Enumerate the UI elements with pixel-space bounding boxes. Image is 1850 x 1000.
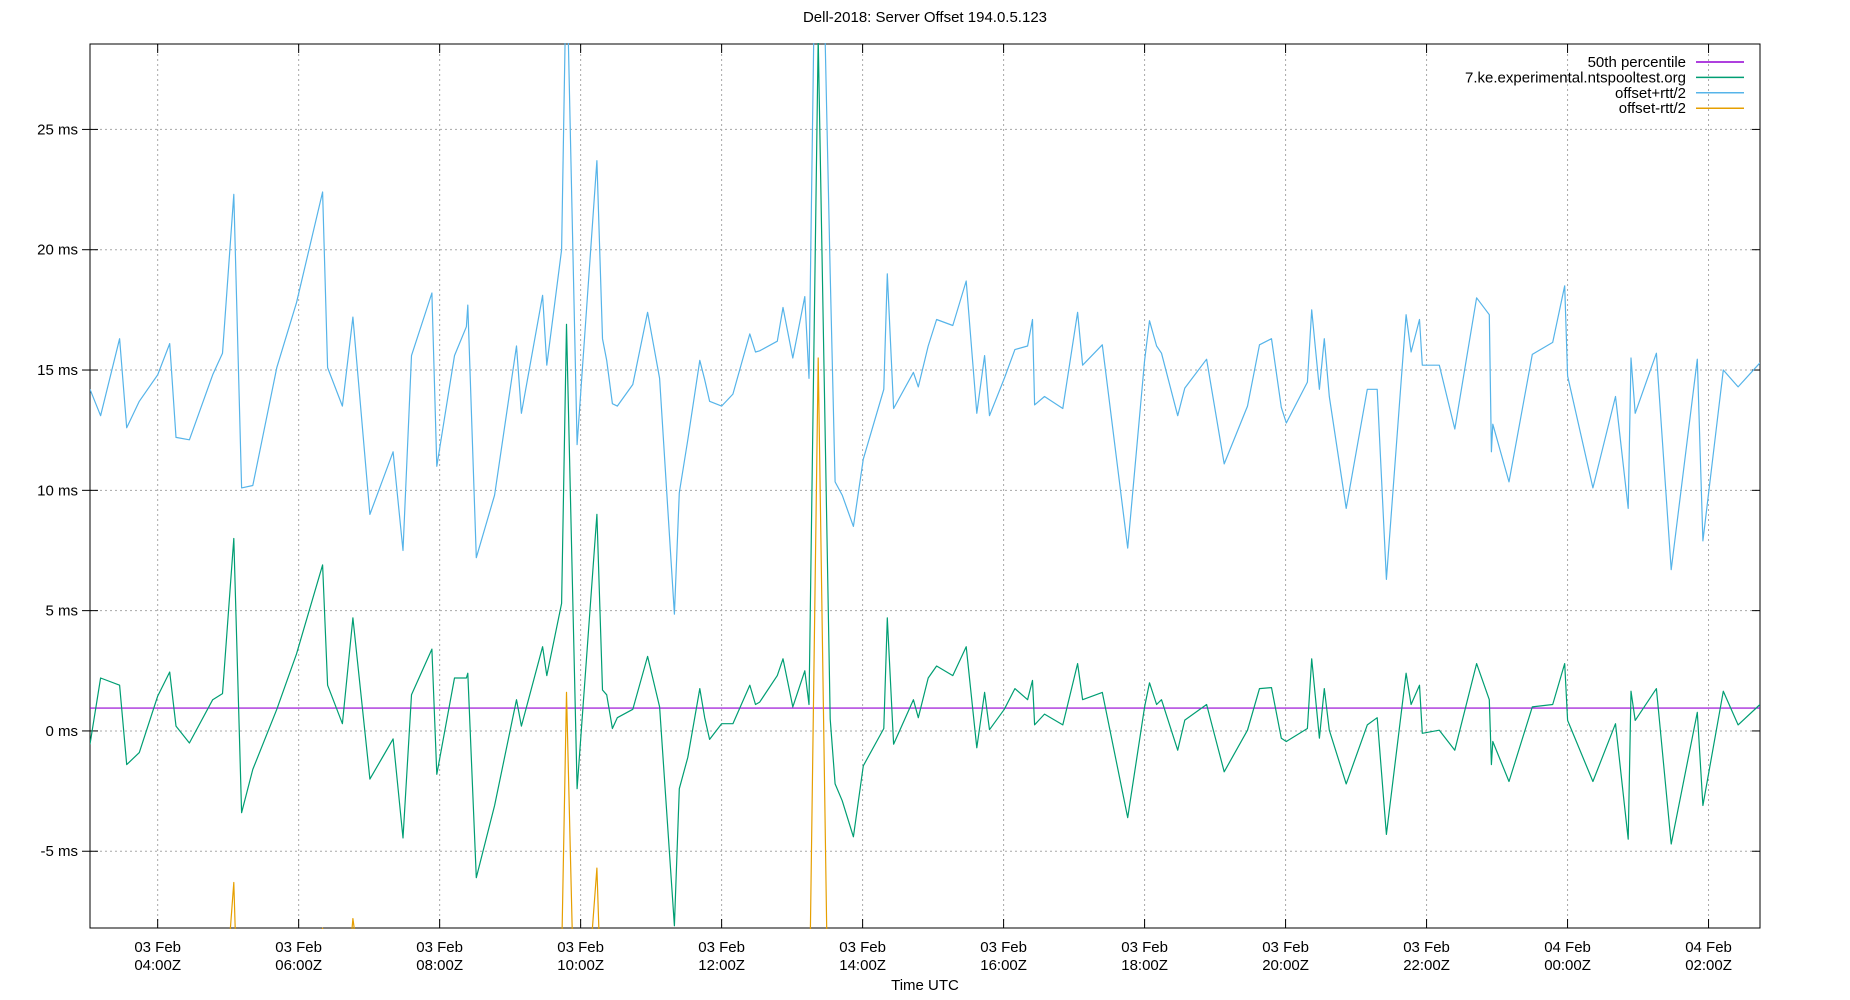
y-tick-label: 25 ms bbox=[37, 121, 78, 138]
x-tick-label-time: 08:00Z bbox=[416, 957, 463, 974]
x-tick-label-date: 03 Feb bbox=[1403, 939, 1450, 956]
series-line-1 bbox=[90, 43, 1760, 927]
x-tick-label-time: 10:00Z bbox=[557, 957, 604, 974]
x-tick-label-time: 16:00Z bbox=[980, 957, 1027, 974]
x-tick-label-date: 03 Feb bbox=[698, 939, 745, 956]
legend-item: 7.ke.experimental.ntspooltest.org bbox=[1465, 69, 1744, 86]
y-tick-label: 20 ms bbox=[37, 242, 78, 259]
x-tick-label-time: 06:00Z bbox=[275, 957, 322, 974]
x-tick-label-date: 03 Feb bbox=[416, 939, 463, 956]
y-tick-label: 15 ms bbox=[37, 362, 78, 379]
y-tick-label: 5 ms bbox=[45, 603, 78, 620]
x-tick-label-time: 00:00Z bbox=[1544, 957, 1591, 974]
x-tick-label-date: 03 Feb bbox=[1121, 939, 1168, 956]
legend-item: offset+rtt/2 bbox=[1615, 85, 1744, 102]
legend-item: offset-rtt/2 bbox=[1619, 100, 1744, 117]
x-tick-label-time: 02:00Z bbox=[1685, 957, 1732, 974]
y-tick-label: 0 ms bbox=[45, 723, 78, 740]
x-tick-label-date: 04 Feb bbox=[1544, 939, 1591, 956]
x-tick-label-time: 04:00Z bbox=[134, 957, 181, 974]
x-tick-label-date: 03 Feb bbox=[980, 939, 1027, 956]
legend-label: offset-rtt/2 bbox=[1619, 100, 1686, 117]
x-tick-label-time: 20:00Z bbox=[1262, 957, 1309, 974]
y-tick-label: 10 ms bbox=[37, 482, 78, 499]
x-tick-label-date: 03 Feb bbox=[839, 939, 886, 956]
series-group bbox=[90, 43, 1760, 929]
x-tick-label-time: 22:00Z bbox=[1403, 957, 1450, 974]
plot-border bbox=[89, 43, 1761, 929]
legend-label: 50th percentile bbox=[1588, 54, 1686, 71]
x-tick-label-time: 18:00Z bbox=[1121, 957, 1168, 974]
x-tick-label-time: 12:00Z bbox=[698, 957, 745, 974]
series-line-2 bbox=[90, 43, 1760, 615]
x-tick-label-date: 03 Feb bbox=[1262, 939, 1309, 956]
y-tick-label: -5 ms bbox=[41, 843, 79, 860]
x-tick-label-date: 03 Feb bbox=[134, 939, 181, 956]
x-tick-label-time: 14:00Z bbox=[839, 957, 886, 974]
legend-label: 7.ke.experimental.ntspooltest.org bbox=[1465, 69, 1686, 86]
chart-title: Dell-2018: Server Offset 194.0.5.123 bbox=[803, 9, 1047, 26]
x-tick-label-date: 04 Feb bbox=[1685, 939, 1732, 956]
legend-item: 50th percentile bbox=[1588, 54, 1744, 71]
x-tick-label-date: 03 Feb bbox=[557, 939, 604, 956]
x-axis-label: Time UTC bbox=[891, 977, 959, 994]
legend-label: offset+rtt/2 bbox=[1615, 85, 1686, 102]
x-tick-label-date: 03 Feb bbox=[275, 939, 322, 956]
